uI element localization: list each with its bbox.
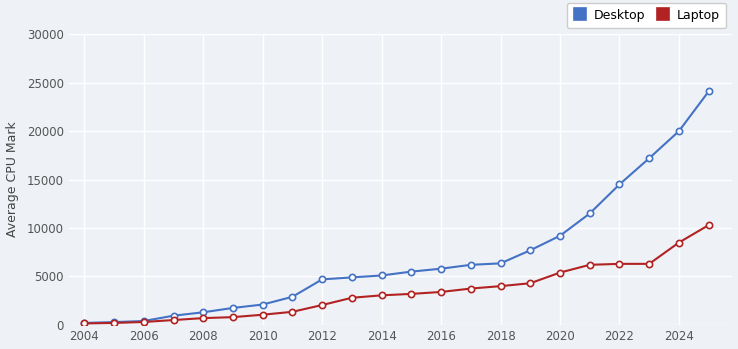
Desktop bbox=[496, 261, 505, 266]
Laptop bbox=[496, 284, 505, 288]
Desktop bbox=[229, 306, 238, 310]
Laptop bbox=[318, 303, 327, 307]
Laptop bbox=[704, 223, 713, 227]
Laptop bbox=[199, 316, 207, 320]
Desktop bbox=[139, 319, 148, 323]
Laptop bbox=[466, 287, 475, 291]
Laptop bbox=[169, 318, 178, 322]
Desktop bbox=[466, 263, 475, 267]
Desktop bbox=[437, 267, 446, 271]
Desktop bbox=[110, 320, 119, 324]
Laptop bbox=[377, 293, 386, 297]
Desktop bbox=[585, 211, 594, 216]
Desktop bbox=[348, 275, 356, 280]
Laptop bbox=[556, 270, 565, 275]
Desktop bbox=[556, 234, 565, 238]
Laptop bbox=[229, 315, 238, 319]
Laptop bbox=[437, 290, 446, 294]
Laptop bbox=[407, 292, 415, 296]
Laptop bbox=[80, 321, 89, 326]
Laptop bbox=[615, 262, 624, 266]
Desktop bbox=[258, 303, 267, 307]
Desktop bbox=[526, 248, 535, 252]
Laptop bbox=[258, 313, 267, 317]
Desktop bbox=[169, 314, 178, 318]
Line: Desktop: Desktop bbox=[81, 88, 711, 326]
Legend: Desktop, Laptop: Desktop, Laptop bbox=[567, 3, 726, 28]
Laptop bbox=[526, 281, 535, 285]
Desktop bbox=[615, 182, 624, 186]
Desktop bbox=[318, 277, 327, 281]
Desktop bbox=[675, 129, 683, 133]
Laptop bbox=[110, 321, 119, 325]
Laptop bbox=[645, 262, 654, 266]
Desktop bbox=[80, 321, 89, 325]
Desktop bbox=[645, 156, 654, 160]
Desktop bbox=[288, 295, 297, 299]
Desktop bbox=[704, 89, 713, 94]
Laptop bbox=[348, 296, 356, 300]
Line: Laptop: Laptop bbox=[81, 222, 711, 327]
Y-axis label: Average CPU Mark: Average CPU Mark bbox=[6, 122, 18, 237]
Laptop bbox=[585, 263, 594, 267]
Laptop bbox=[288, 310, 297, 314]
Desktop bbox=[407, 269, 415, 274]
Laptop bbox=[139, 320, 148, 324]
Desktop bbox=[199, 310, 207, 314]
Laptop bbox=[675, 240, 683, 245]
Desktop bbox=[377, 273, 386, 277]
